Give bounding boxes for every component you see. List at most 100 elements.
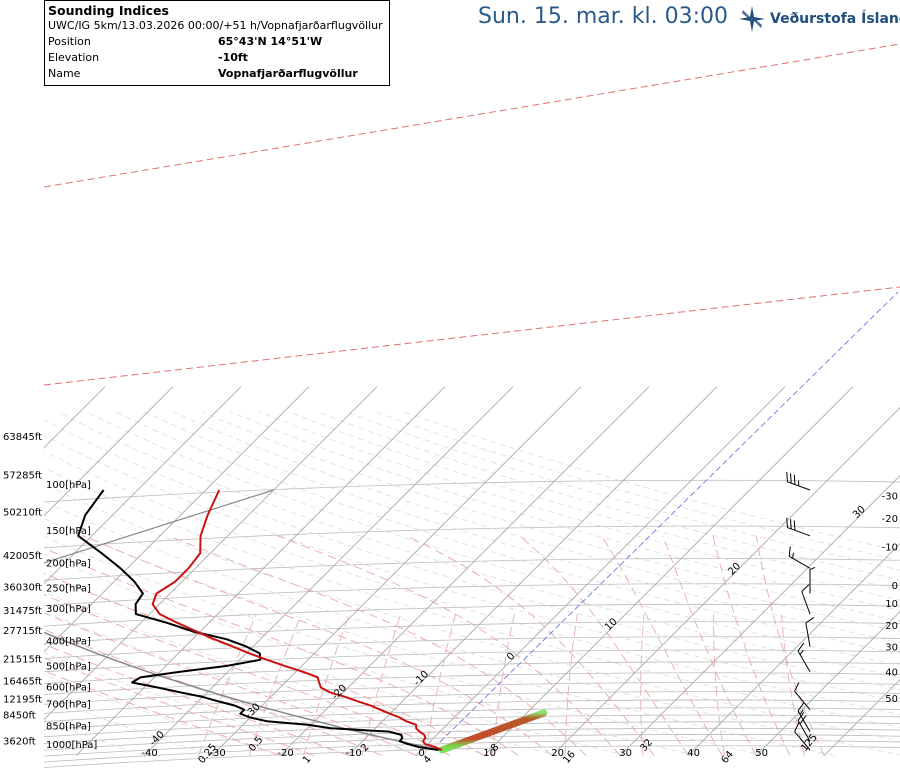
barb-staff	[797, 710, 811, 732]
pressure-tick-label: 250[hPa]	[46, 583, 91, 594]
barb-staff	[794, 731, 811, 751]
isotherm-line	[75, 386, 446, 756]
temperature-tick-label: 20	[551, 748, 564, 759]
info-row-name: Name Vopnafjarðarflugvöllur	[48, 66, 389, 82]
moist-adiabat	[519, 535, 689, 756]
wind-barb	[809, 567, 816, 594]
moist-adiabat	[44, 670, 281, 756]
isotherm-line	[619, 474, 900, 756]
isotherm-line	[551, 406, 900, 756]
height-tick-label: 57285ft	[3, 470, 42, 481]
diagram-grid	[44, 43, 900, 768]
wind-barb	[801, 584, 811, 615]
barb-full	[786, 517, 788, 528]
isotherm-label: 30	[851, 504, 868, 521]
mixing-ratio-line	[564, 614, 578, 756]
mixing-ratio-label: 64	[719, 749, 736, 766]
inversion-band	[438, 709, 548, 754]
barb-full	[801, 584, 810, 592]
isobar-line	[44, 745, 900, 768]
height-tick-label: 8450ft	[3, 710, 36, 721]
height-tick-label: 16465ft	[3, 676, 42, 687]
tropopause-line-lower	[44, 286, 900, 386]
pressure-tick-label: 400[hPa]	[46, 637, 91, 648]
dry-adiabat	[44, 696, 214, 756]
moist-adiabat	[44, 547, 519, 756]
right-tick-label: 50	[885, 694, 898, 705]
dry-adiabat	[201, 411, 900, 622]
dry-adiabat	[44, 674, 283, 756]
right-tick-label: 30	[885, 643, 898, 654]
wind-barb	[794, 682, 811, 711]
info-label: Name	[48, 67, 81, 80]
moist-adiabat	[44, 612, 417, 756]
temperature-tick-label: 40	[687, 748, 700, 759]
mixing-ratio-line	[424, 613, 457, 756]
right-tick-label: 0	[892, 581, 898, 592]
dry-adiabat	[44, 450, 900, 716]
barb-full	[793, 474, 796, 485]
moist-adiabat	[44, 643, 349, 756]
height-tick-label: 50210ft	[3, 508, 42, 519]
height-tick-label: 27715ft	[3, 626, 42, 637]
isobar-line	[44, 558, 900, 581]
info-model-run: UWC/IG 5km/13.03.2026 00:00/+51 h/Vopnaf…	[48, 19, 383, 32]
moist-adiabat	[755, 535, 825, 756]
isotherm-label: -10	[412, 669, 431, 688]
isotherm-line	[687, 542, 900, 756]
moist-adiabat	[405, 535, 655, 756]
barb-full	[797, 642, 805, 652]
mixing-ratio-label: 0.5	[247, 735, 266, 754]
profiles	[44, 489, 548, 754]
barb-staff	[801, 591, 811, 615]
dry-adiabat	[44, 572, 628, 756]
height-tick-label: 21515ft	[3, 655, 42, 666]
wind-barb	[786, 517, 811, 537]
wind-barb	[797, 702, 811, 732]
isotherm-label: -20	[330, 683, 349, 702]
isobar-line	[44, 672, 900, 695]
isobar-line	[44, 479, 900, 503]
isobar-line	[44, 691, 900, 714]
isotherm-line	[44, 386, 378, 721]
wind-barb	[786, 471, 811, 491]
barb-full	[797, 702, 805, 712]
moist-adiabat	[277, 535, 621, 756]
temperature-tick-label: 50	[755, 748, 768, 759]
barb-full	[790, 473, 792, 484]
mixing-ratio-line	[781, 614, 806, 756]
barb-full	[805, 616, 815, 624]
moist-adiabat	[168, 535, 587, 756]
mixing-ratio-line	[713, 614, 725, 756]
temperature-tick-label: -30	[209, 748, 225, 759]
isotherm-line	[347, 386, 718, 756]
mixing-ratio-label: 4	[422, 754, 435, 766]
dry-adiabat	[44, 652, 352, 756]
barb-staff	[805, 622, 811, 647]
mixing-ratio-label: 8	[489, 742, 502, 754]
info-value: -10ft	[218, 51, 248, 64]
freezing-reference-line	[439, 291, 899, 743]
barb-full	[794, 722, 800, 732]
mixing-ratio-line	[492, 614, 515, 756]
isobar-line	[44, 636, 900, 659]
moist-adiabat	[44, 657, 315, 756]
info-label: Elevation	[48, 51, 100, 64]
snowflake-logo-icon	[739, 6, 765, 32]
isotherm-line	[211, 386, 582, 756]
dry-adiabat	[316, 411, 900, 581]
right-tick-label: 20	[885, 621, 898, 632]
wind-barb	[805, 616, 815, 647]
right-tick-label: -30	[882, 492, 898, 503]
info-row-elevation: Elevation -10ft	[48, 50, 389, 66]
height-tick-label: 42005ft	[3, 551, 42, 562]
isotherm-label: 0	[505, 651, 517, 663]
mixing-ratio-line	[198, 613, 257, 756]
dry-adiabat	[44, 611, 490, 756]
barb-staff	[787, 527, 811, 537]
barb-staff	[797, 650, 811, 672]
pressure-tick-label: 1000[hPa]	[46, 740, 97, 751]
barb-full	[794, 682, 800, 692]
tropopause-line-upper	[44, 43, 900, 188]
dry-adiabat	[114, 411, 900, 655]
